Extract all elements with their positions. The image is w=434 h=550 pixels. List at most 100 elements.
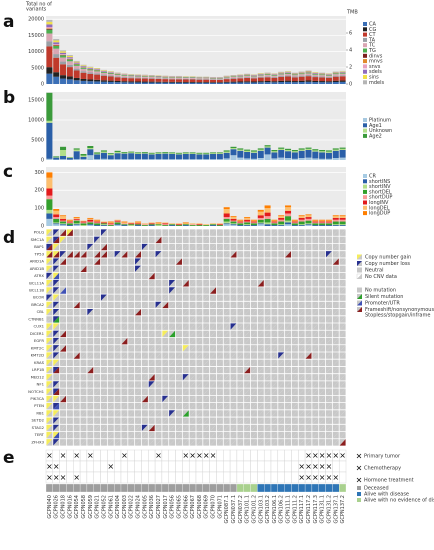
cnv-cell <box>169 410 176 417</box>
cnv-cell <box>223 424 230 432</box>
clinical-cell <box>100 460 108 473</box>
mutation-cell <box>244 251 251 258</box>
legend-label: Silent mutation <box>365 294 403 300</box>
mutation-cell <box>196 301 203 309</box>
mutation-cell <box>148 294 155 301</box>
bar-segment <box>175 225 182 226</box>
mutation-cell <box>298 294 305 301</box>
mutation-cell <box>135 417 142 424</box>
mutation-cell <box>223 352 230 359</box>
mutation-cell <box>80 395 87 403</box>
mutation-cell <box>80 403 87 410</box>
clinical-cell <box>86 460 94 473</box>
cnv-cell <box>114 403 121 410</box>
mutation-cell <box>189 265 196 272</box>
bar-segment <box>46 199 53 210</box>
mutation-cell <box>128 381 135 388</box>
mutation-cell <box>237 359 244 367</box>
bar-segment <box>141 153 148 160</box>
cnv-cell <box>223 287 230 294</box>
mutation-cell <box>53 272 60 280</box>
mutation-cell <box>210 229 217 236</box>
mutation-cell <box>148 410 155 417</box>
cnv-cell <box>107 431 114 439</box>
cnv-cell <box>169 243 176 251</box>
legend-swatch <box>357 287 362 293</box>
mutation-cell <box>162 229 169 236</box>
mutation-cell <box>339 316 346 323</box>
mutation-cell <box>264 345 271 352</box>
mutation-cell <box>162 280 169 287</box>
bar-segment <box>100 223 107 225</box>
mutation-cell <box>291 330 298 338</box>
cnv-cell <box>53 424 60 432</box>
cnv-cell <box>257 301 264 309</box>
cnv-cell <box>66 431 73 439</box>
mutation-cell <box>94 395 101 403</box>
mutation-cell <box>223 381 230 388</box>
mutation-cell <box>244 258 251 265</box>
cnv-cell <box>87 272 94 280</box>
cnv-cell <box>162 431 169 439</box>
cnv-cell <box>216 308 223 316</box>
bar-segment <box>141 152 148 153</box>
mutation-cell <box>250 243 257 251</box>
bar-segment <box>291 225 298 226</box>
mutation-cell <box>237 403 244 410</box>
mutation-cell <box>53 366 60 374</box>
cnv-cell <box>182 272 189 280</box>
mutation-cell <box>100 381 107 388</box>
mutation-cell <box>278 366 285 374</box>
x-tick-label: GCPN068 <box>197 495 203 519</box>
mutation-cell <box>128 395 135 403</box>
bar-segment <box>264 216 271 219</box>
cnv-cell <box>121 374 128 381</box>
mutation-cell <box>223 236 230 244</box>
mutation-cell <box>285 287 292 294</box>
mutation-cell <box>230 431 237 439</box>
bar-segment <box>250 152 257 159</box>
mutation-cell <box>319 410 326 417</box>
gene-label: BRCA2 <box>31 302 44 307</box>
gene-label: MED12 <box>31 374 45 379</box>
cnv-cell <box>203 294 210 301</box>
cnv-cell <box>162 403 169 410</box>
cnv-cell <box>141 410 148 417</box>
cnv-cell <box>332 229 339 236</box>
mutation-cell <box>319 359 326 367</box>
mutation-cell <box>128 316 135 323</box>
mutation-cell <box>278 395 285 403</box>
bar-segment <box>319 221 326 223</box>
cnv-cell <box>312 258 319 265</box>
cnv-cell <box>250 388 257 395</box>
cnv-cell <box>148 301 155 309</box>
mutation-cell <box>66 287 73 294</box>
cnv-cell <box>87 424 94 432</box>
mutation-cell <box>319 417 326 424</box>
mutation-cell <box>169 388 176 395</box>
cnv-cell <box>216 316 223 323</box>
mutation-cell <box>312 374 319 381</box>
bar-segment <box>319 82 326 84</box>
cnv-cell <box>100 316 107 323</box>
mutation-cell <box>175 388 182 395</box>
cnv-cell <box>285 316 292 323</box>
clinical-cross <box>210 453 216 458</box>
mutation-cell <box>87 359 94 367</box>
bar-segment <box>196 223 203 225</box>
cnv-cell <box>278 301 285 309</box>
mutation-cell <box>53 258 60 265</box>
mutation-cell <box>264 251 271 258</box>
mutation-cell <box>250 395 257 403</box>
cnv-cell <box>94 366 101 374</box>
mutation-cell <box>203 417 210 424</box>
bar-segment <box>203 82 210 83</box>
clinical-cell <box>209 460 217 473</box>
bar-segment <box>148 159 155 160</box>
mutation-cell <box>169 410 176 417</box>
bar-segment <box>66 58 73 59</box>
mutation-cell <box>66 345 73 352</box>
bar-segment <box>60 156 67 160</box>
mutation-cell <box>53 294 60 301</box>
mutation-cell <box>312 294 319 301</box>
